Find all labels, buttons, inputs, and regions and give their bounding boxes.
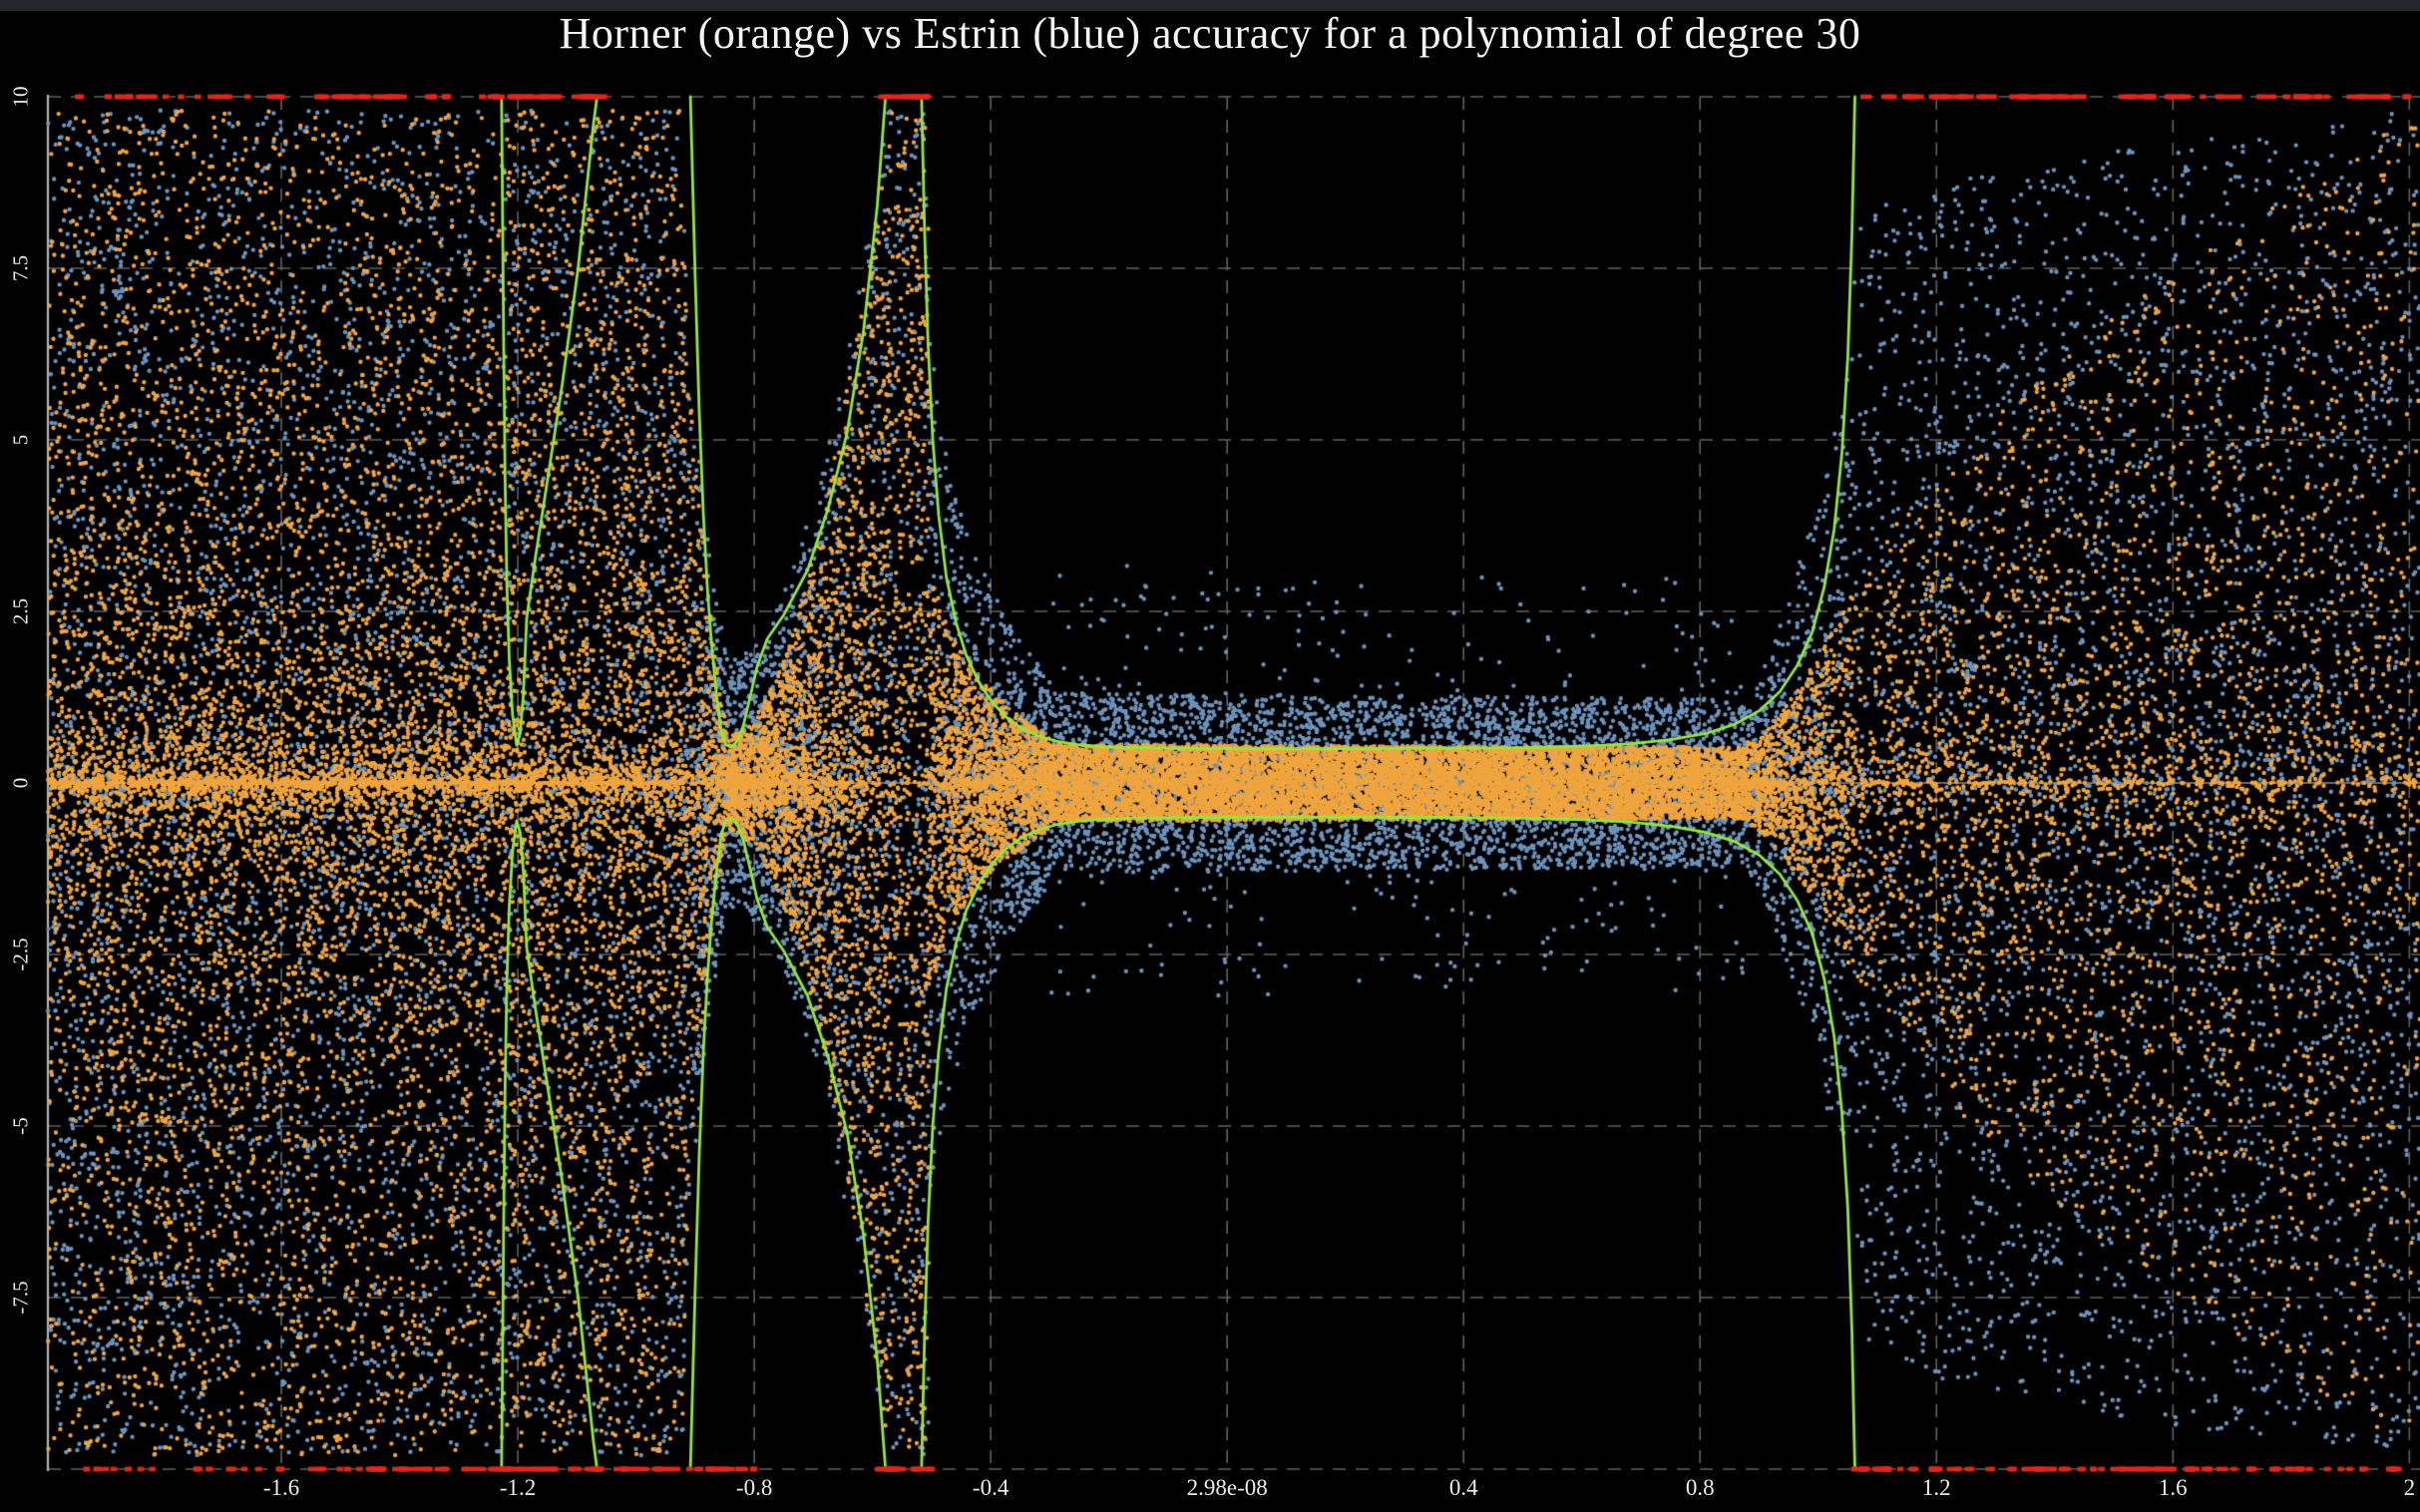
x-tick-label: -0.4 xyxy=(972,1475,1009,1500)
y-tick-label: 0 xyxy=(8,777,33,789)
x-tick-label: -1.6 xyxy=(262,1475,300,1500)
x-tick-label: 1.2 xyxy=(1921,1475,1951,1500)
x-tick-label: 0.8 xyxy=(1685,1475,1715,1500)
y-tick-label: 7.5 xyxy=(8,254,33,282)
x-tick-label: 2 xyxy=(2403,1475,2416,1500)
x-tick-label: -1.2 xyxy=(499,1475,537,1500)
x-tick-label: 0.4 xyxy=(1448,1475,1478,1500)
y-tick-label: 10 xyxy=(8,86,33,108)
y-tick-label: -7.5 xyxy=(8,1281,33,1315)
y-tick-label: -5 xyxy=(8,1117,33,1135)
x-tick-label: -0.8 xyxy=(735,1475,773,1500)
x-tick-label: 1.6 xyxy=(2158,1475,2188,1500)
y-tick-label: 5 xyxy=(8,434,33,446)
x-tick-label: 2.98e-08 xyxy=(1186,1475,1268,1500)
y-tick-label: 2.5 xyxy=(8,597,33,625)
y-tick-label: -2.5 xyxy=(8,938,33,971)
